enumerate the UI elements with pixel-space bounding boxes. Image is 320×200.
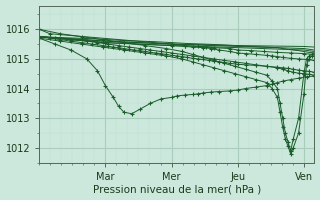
X-axis label: Pression niveau de la mer( hPa ): Pression niveau de la mer( hPa ) <box>93 184 261 194</box>
